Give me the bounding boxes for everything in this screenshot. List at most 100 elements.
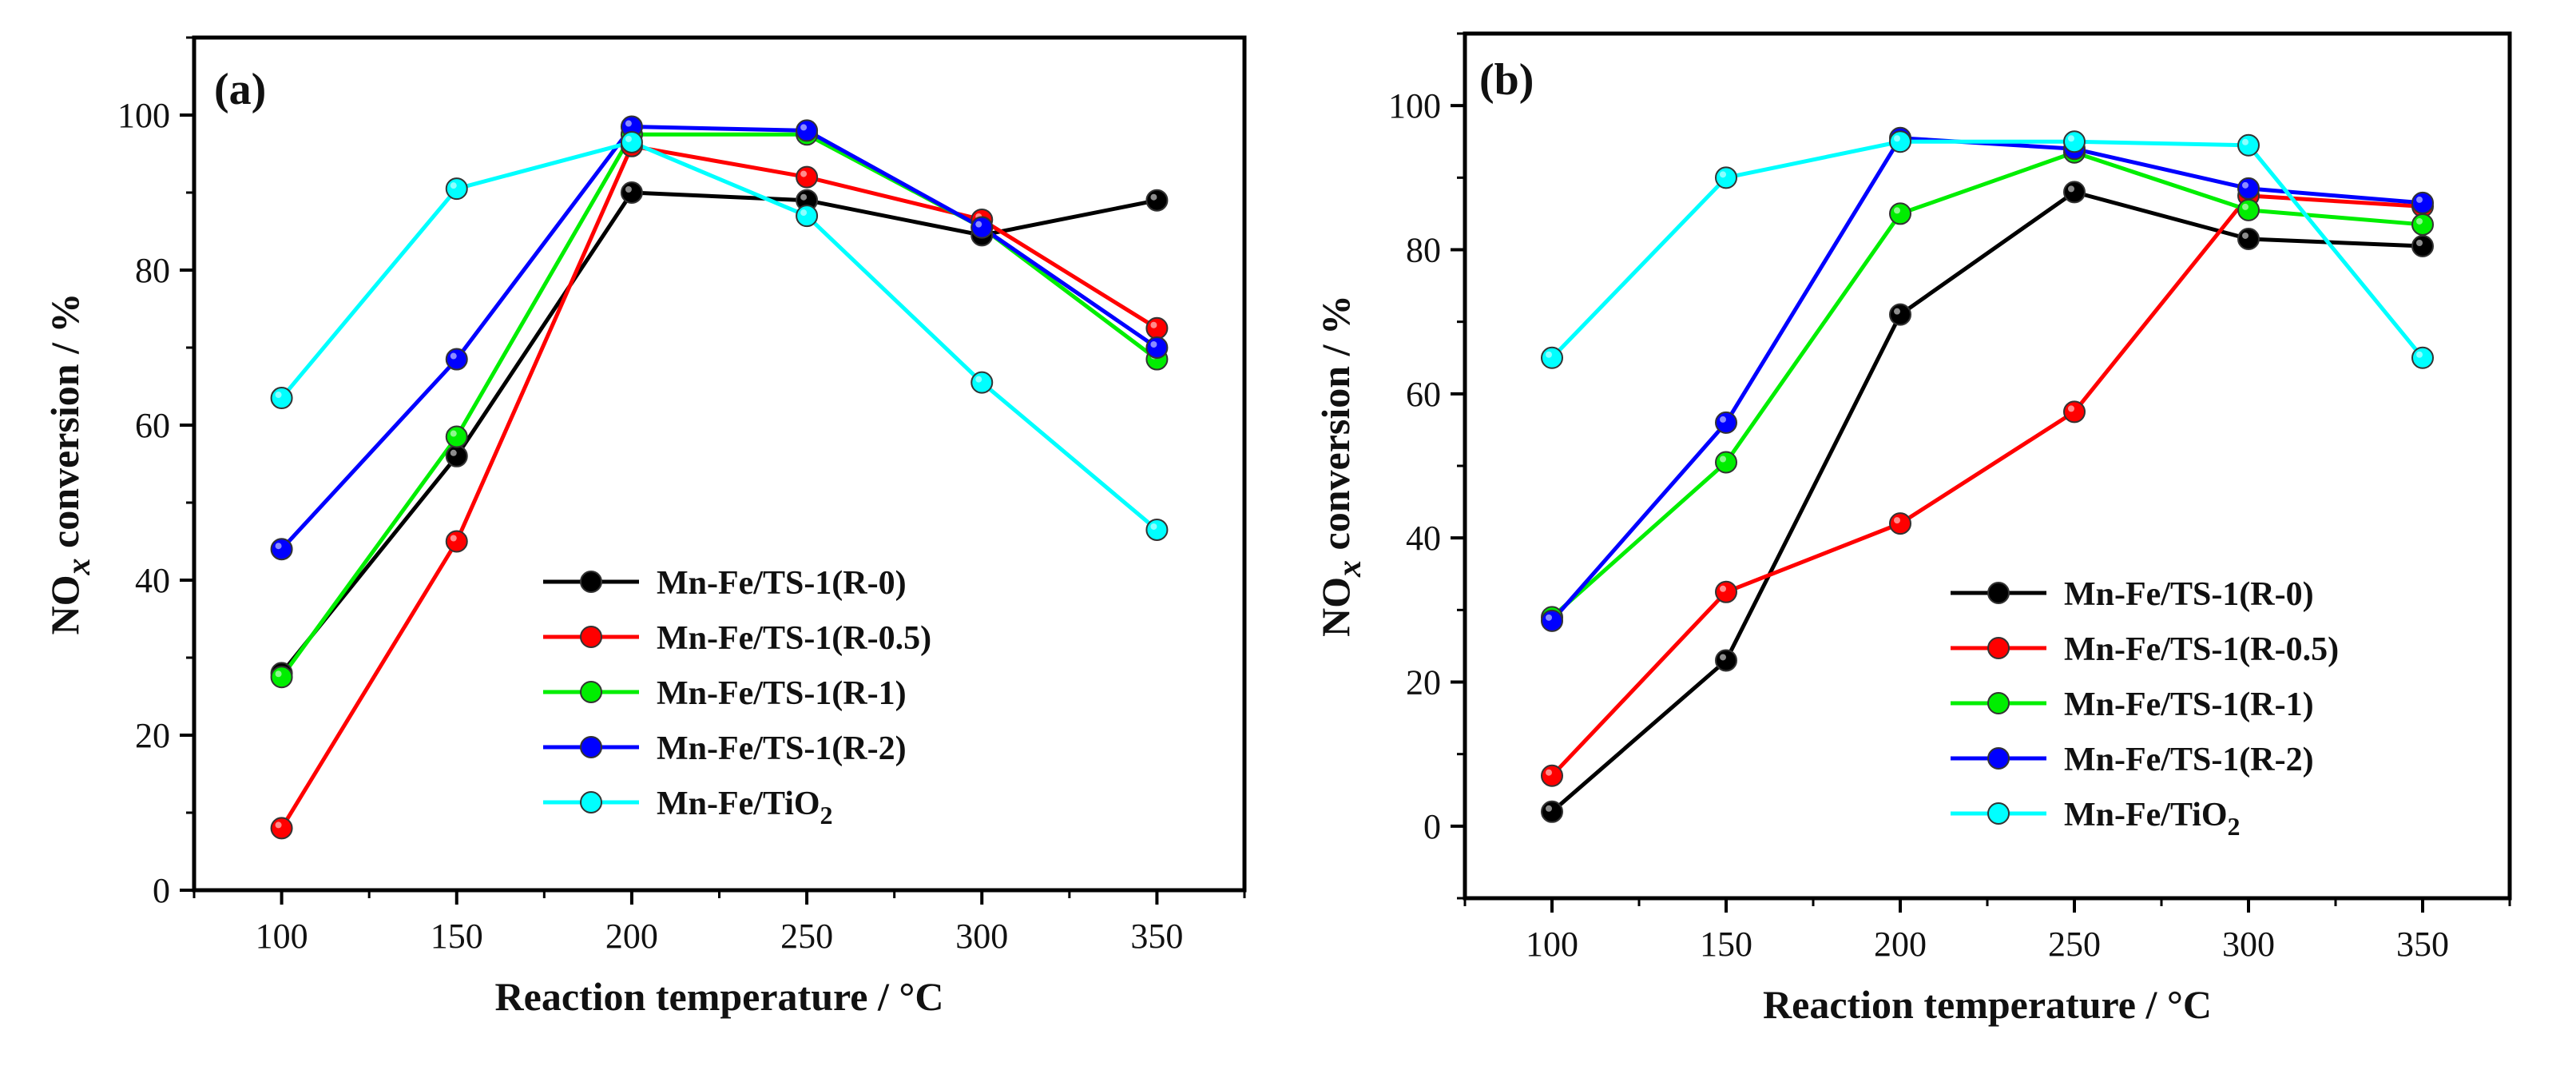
y-tick-label: 40 [135,561,170,600]
data-point-highlight [450,352,457,360]
series-line-3 [280,125,1158,551]
data-point-highlight [275,821,282,829]
data-point-s2-1 [445,425,468,448]
data-point-highlight [1720,416,1726,423]
x-tick-label: 150 [431,917,483,956]
legend-entry-label: Mn-Fe/TS-1(R-0) [657,565,907,602]
data-point-highlight [1720,455,1726,463]
legend-swatch-marker [1987,582,2010,604]
data-point-highlight [2416,239,2423,246]
data-point-highlight [450,449,457,456]
legend-swatch-marker [1987,747,2010,770]
x-axis-title: Reaction temperature / °C [1763,982,2212,1027]
panel-label: (a) [214,65,266,114]
x-tick-label: 250 [780,917,833,956]
y-tick-label: 100 [117,96,170,135]
legend: Mn-Fe/TS-1(R-0) Mn-Fe/TS-1(R-0.5) Mn-Fe/TS… [543,565,931,829]
legend-swatch-marker [580,571,602,593]
series-line-1 [280,144,1158,829]
data-point-s1-0 [1541,764,1563,787]
data-point-s3-5 [2411,191,2434,214]
legend-swatch-marker [580,681,602,703]
data-point-s0-2 [620,181,643,204]
data-point-s1-1 [1715,580,1737,603]
x-tick-label: 250 [2048,925,2101,964]
legend: Mn-Fe/TS-1(R-0) Mn-Fe/TS-1(R-0.5) Mn-Fe/TS… [1951,576,2339,841]
data-point-highlight [1720,585,1726,592]
data-point-s0-0 [1541,800,1563,823]
data-point-s0-1 [445,444,468,467]
legend-entry-label: Mn-Fe/TS-1(R-2) [2064,742,2314,778]
y-axis-title: NOx conversion / % [1313,295,1368,637]
x-axis-title: Reaction temperature / °C [495,974,944,1019]
data-point-highlight [1150,341,1157,348]
legend-entry-main: Mn-Fe/TS-1(R-0) [2064,576,2314,613]
data-point-highlight [1720,171,1726,178]
y-tick-label: 80 [1406,231,1441,270]
legend-swatch-marker [1987,637,2010,659]
legend-entry-main: Mn-Fe/TiO [657,786,820,822]
x-tick-label: 200 [605,917,658,956]
data-point-highlight [1546,614,1552,621]
chart-panel-a: 100 150 200 250 300 350 0 20 40 60 80 100 (a) Reactio… [42,35,1247,1019]
legend-entry-label: Mn-Fe/TS-1(R-1) [2064,686,2314,723]
x-tick-label: 150 [1700,925,1752,964]
legend-entry-label: Mn-Fe/TS-1(R-0.5) [657,620,931,657]
legend-entry-subscript: 2 [2228,812,2241,841]
x-tick-label: 350 [1130,917,1183,956]
data-point-s1-3 [2063,400,2086,424]
data-point-highlight [1894,517,1900,524]
data-point-s4-0 [270,387,293,410]
data-point-s4-2 [620,130,643,153]
data-point-highlight [2242,181,2249,189]
legend-entry-label: Mn-Fe/TS-1(R-0.5) [2064,631,2339,668]
data-point-s4-0 [1541,346,1563,369]
series-line-4 [280,140,1159,531]
data-point-highlight [275,543,282,550]
data-point-highlight [1546,769,1552,776]
y-axis-title-subscript: x [61,558,97,575]
data-point-highlight [2416,351,2423,358]
data-point-highlight [2068,185,2074,193]
x-tick-label: 300 [2222,925,2275,964]
data-point-highlight [1546,351,1552,358]
y-tick-label: 0 [1423,807,1441,846]
legend-entry-main: Mn-Fe/TS-1(R-0.5) [2064,631,2339,668]
x-tick-label: 100 [256,917,308,956]
data-point-s4-5 [1145,518,1169,541]
data-point-s0-4 [2237,227,2260,250]
data-point-s1-2 [1889,512,1911,535]
chart-panel-b: 100 150 200 250 300 350 0 20 40 60 80 100 (b) Reactio… [1313,31,2512,1027]
data-point-highlight [1894,135,1900,142]
panel-label: (b) [1479,55,1534,105]
data-point-s4-3 [796,205,819,228]
data-point-highlight [450,535,457,542]
legend-entry-label: Mn-Fe/TiO2 [657,786,833,829]
data-point-s3-1 [1715,411,1737,434]
x-tick-label: 350 [2396,925,2449,964]
data-point-highlight [275,392,282,399]
legend-entry-label: Mn-Fe/TiO2 [2064,797,2241,841]
series-line-2 [1550,150,2423,619]
legend-entry-main: Mn-Fe/TS-1(R-0.5) [657,620,931,657]
data-point-highlight [2068,135,2074,142]
y-tick-label: 20 [1406,663,1441,702]
y-tick-label: 60 [135,406,170,445]
data-point-highlight [1546,805,1552,812]
data-point-highlight [625,186,632,193]
data-point-highlight [975,221,982,228]
series-line-4 [1550,139,2424,360]
data-point-highlight [1150,321,1157,328]
data-point-s1-5 [1145,316,1169,340]
data-point-s3-0 [1541,609,1563,632]
data-point-s1-1 [445,530,468,553]
legend-swatch-marker [1987,802,2010,825]
data-point-highlight [2242,138,2249,145]
data-point-highlight [800,193,808,201]
data-point-highlight [2416,196,2423,203]
y-axis-title-rest: conversion / % [42,293,87,559]
data-point-s4-1 [1715,166,1737,189]
data-point-highlight [800,124,808,131]
series-line-1 [1550,193,2423,778]
series-line-3 [1550,136,2423,623]
